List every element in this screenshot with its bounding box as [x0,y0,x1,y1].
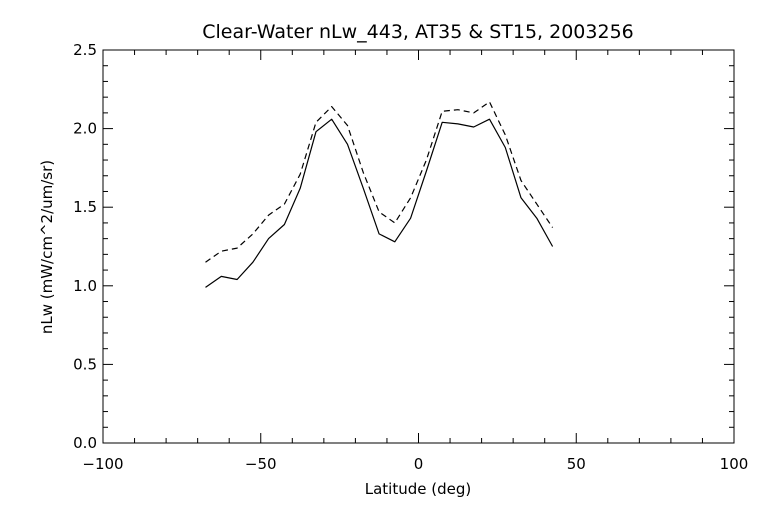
series-line-solid [205,118,554,288]
y-tick-label: 0.0 [73,434,97,452]
y-tick-label: 0.5 [73,355,97,373]
y-tick-label: 2.0 [73,120,97,138]
x-tick-label: 0 [414,455,424,473]
y-tick-label: 1.0 [73,277,97,295]
x-tick-label: −50 [245,455,277,473]
axis-tick-labels: −100 −50 0 50 100 0.0 0.5 1.0 1.5 2.0 2.5 [73,41,748,473]
y-tick-label: 1.5 [73,198,97,216]
x-tick-label: 50 [567,455,586,473]
axis-ticks [102,49,735,444]
chart-title: Clear-Water nLw_443, AT35 & ST15, 200325… [202,21,634,43]
x-axis-label: Latitude (deg) [365,480,471,498]
x-tick-label: −100 [82,455,123,473]
series-line-dashed [205,101,554,263]
y-axis-label: nLw (mW/cm^2/um/sr) [38,160,56,334]
x-tick-label: 100 [720,455,749,473]
y-tick-label: 2.5 [73,41,97,59]
series-lines [205,101,554,288]
